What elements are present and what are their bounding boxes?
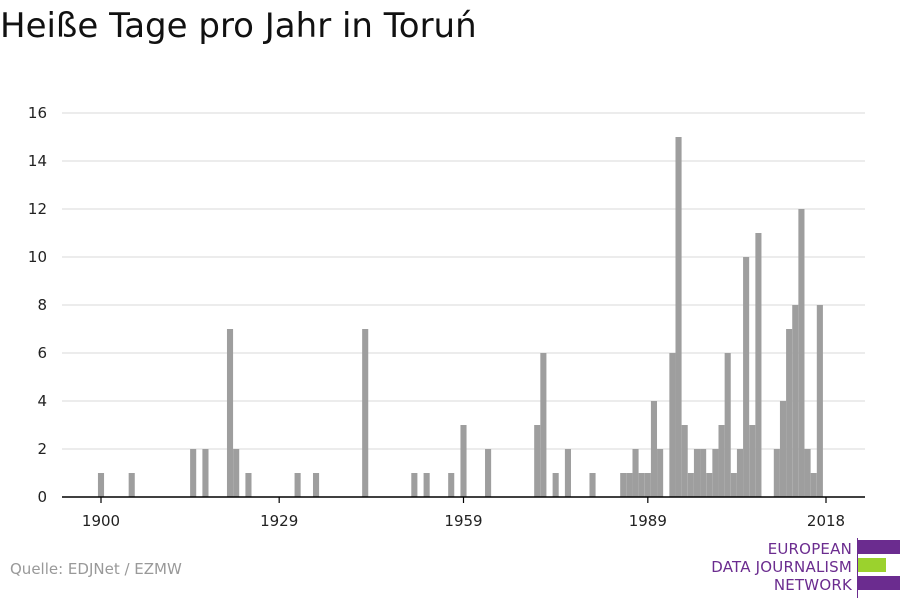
- x-tick-label: 1959: [444, 512, 482, 530]
- bar: [804, 449, 811, 497]
- bar: [620, 473, 627, 497]
- logo-bar-bottom: [858, 576, 900, 590]
- y-tick-label: 12: [28, 200, 47, 218]
- x-tick-label: 2018: [807, 512, 845, 530]
- x-tick-labels: 1900 1929 1959 1989 2018: [82, 512, 845, 530]
- bar: [681, 425, 688, 497]
- y-tick-labels: 0 2 4 6 8 10 12 14 16: [28, 104, 47, 506]
- y-tick-label: 4: [37, 392, 47, 410]
- bar: [712, 449, 719, 497]
- bar: [749, 425, 756, 497]
- bar: [755, 233, 762, 497]
- bar: [552, 473, 559, 497]
- bar: [411, 473, 418, 497]
- y-tick-label: 2: [37, 440, 47, 458]
- bar: [792, 305, 799, 497]
- x-tick-label: 1929: [260, 512, 298, 530]
- logo-rule: [857, 538, 858, 598]
- bar: [743, 257, 750, 497]
- bar: [97, 473, 105, 497]
- bar: [448, 473, 455, 497]
- bar: [423, 473, 430, 497]
- bar: [245, 473, 252, 497]
- y-tick-label: 0: [37, 488, 47, 506]
- y-tick-label: 8: [37, 296, 47, 314]
- bar: [706, 473, 713, 497]
- logo-bar-middle: [858, 558, 886, 572]
- bar: [534, 425, 541, 497]
- y-tick-label: 10: [28, 248, 47, 266]
- bar: [650, 401, 658, 497]
- bar: [779, 401, 787, 497]
- logo-line-1: EUROPEAN: [767, 540, 852, 558]
- x-tick-label: 1900: [82, 512, 120, 530]
- bar: [657, 449, 664, 497]
- bar: [638, 473, 645, 497]
- logo-line-3: NETWORK: [773, 576, 852, 594]
- logo-line-2: DATA JOURNALISM: [711, 558, 852, 576]
- edjnet-logo: EUROPEAN DATA JOURNALISM NETWORK: [700, 538, 900, 598]
- bar: [202, 449, 209, 497]
- bar: [128, 473, 135, 497]
- bar: [669, 353, 676, 497]
- axes: [62, 496, 865, 503]
- bar: [564, 449, 571, 497]
- bar: [675, 137, 682, 497]
- bar: [485, 449, 492, 497]
- bar: [786, 329, 793, 497]
- bar: [773, 449, 780, 497]
- bar: [190, 449, 197, 497]
- bar: [724, 353, 731, 497]
- bar: [540, 353, 547, 497]
- logo-bar-top: [858, 540, 900, 554]
- bars: [97, 137, 823, 497]
- bar: [730, 473, 737, 497]
- y-tick-label: 16: [28, 104, 47, 122]
- bar: [226, 329, 234, 497]
- bar: [589, 473, 596, 497]
- chart-title: Heiße Tage pro Jahr in Toruń: [0, 6, 477, 46]
- bar: [736, 449, 744, 497]
- bar: [626, 473, 633, 497]
- bar: [798, 209, 805, 497]
- y-tick-label: 14: [28, 152, 47, 170]
- bar: [312, 473, 320, 497]
- bar: [632, 449, 639, 497]
- source-note: Quelle: EDJNet / EZMW: [10, 560, 182, 578]
- bar: [810, 473, 817, 497]
- y-tick-label: 6: [37, 344, 47, 362]
- bar: [294, 473, 301, 497]
- x-tick-label: 1989: [629, 512, 667, 530]
- bar: [687, 473, 694, 497]
- bar: [460, 425, 467, 497]
- bar: [693, 449, 701, 497]
- bar: [644, 473, 651, 497]
- bar: [362, 329, 369, 497]
- bar: [718, 425, 725, 497]
- bar: [700, 449, 707, 497]
- bar: [816, 305, 823, 497]
- bar: [233, 449, 240, 497]
